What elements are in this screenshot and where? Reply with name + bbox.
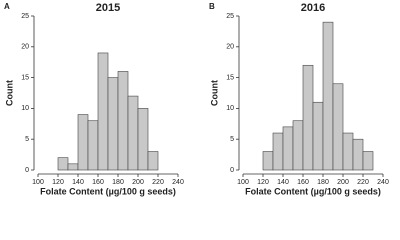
bar	[312, 101, 324, 171]
bar	[87, 120, 99, 171]
y-tick-label: 15	[226, 74, 234, 81]
y-axis-label: Count	[209, 80, 219, 106]
bar	[302, 64, 314, 171]
y-tick-label: 10	[21, 105, 29, 112]
x-tick-label: 140	[72, 179, 84, 186]
y-tick-label: 0	[230, 167, 234, 174]
bar	[77, 114, 89, 171]
x-tick-label: 120	[257, 179, 269, 186]
x-tick-label: 200	[132, 179, 144, 186]
chart-title: 2015	[96, 2, 120, 14]
y-tick-label: 20	[226, 44, 234, 51]
x-axis-label: Folate Content (µg/100 g seeds)	[245, 186, 381, 196]
bar	[147, 151, 159, 171]
x-tick-label: 240	[377, 179, 389, 186]
x-tick-label: 140	[277, 179, 289, 186]
bar	[97, 52, 109, 171]
y-tick-label: 0	[25, 167, 29, 174]
bar	[332, 83, 344, 171]
bar	[262, 151, 274, 171]
bar	[292, 120, 304, 171]
bar	[127, 95, 139, 171]
panel-label: B	[209, 2, 215, 11]
y-tick-label: 5	[230, 136, 234, 143]
bar	[272, 132, 284, 171]
y-tick-label: 20	[21, 44, 29, 51]
chart-title: 2016	[301, 2, 325, 14]
bar	[117, 71, 129, 171]
y-axis-label: Count	[4, 80, 14, 106]
x-tick-label: 200	[337, 179, 349, 186]
x-tick-label: 160	[297, 179, 309, 186]
x-tick-label: 100	[32, 179, 44, 186]
x-tick-label: 160	[92, 179, 104, 186]
x-tick-label: 120	[52, 179, 64, 186]
x-tick-label: 240	[172, 179, 184, 186]
y-tick-label: 25	[21, 13, 29, 20]
bar	[67, 163, 79, 171]
bar	[322, 21, 334, 171]
x-tick-label: 180	[112, 179, 124, 186]
bar	[362, 151, 374, 171]
y-tick-label: 10	[226, 105, 234, 112]
x-tick-label: 180	[317, 179, 329, 186]
bar	[342, 132, 354, 171]
bar	[352, 138, 364, 171]
bar	[107, 77, 119, 171]
y-tick-label: 5	[25, 136, 29, 143]
x-tick-label: 220	[357, 179, 369, 186]
bar	[57, 157, 69, 171]
x-tick-label: 220	[152, 179, 164, 186]
x-tick-label: 100	[237, 179, 249, 186]
bar	[282, 126, 294, 171]
y-tick-label: 25	[226, 13, 234, 20]
panel-label: A	[4, 2, 10, 11]
bar	[137, 108, 149, 171]
y-tick-label: 15	[21, 74, 29, 81]
x-axis-label: Folate Content (µg/100 g seeds)	[40, 186, 176, 196]
